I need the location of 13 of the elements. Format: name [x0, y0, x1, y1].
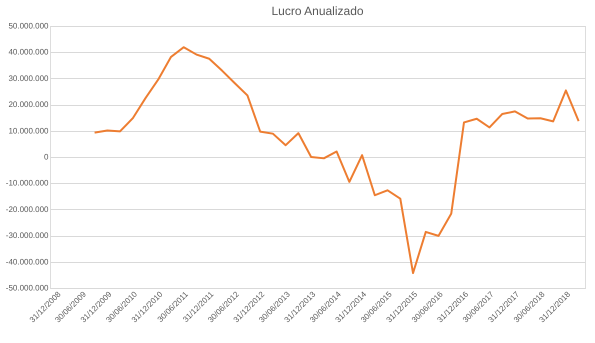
chart-title: Lucro Anualizado: [271, 4, 364, 18]
line-series: [94, 46, 580, 274]
y-tick-label: -10.000.000: [6, 178, 50, 188]
y-tick-label: -40.000.000: [6, 257, 50, 266]
y-tick-label: -20.000.000: [6, 204, 50, 214]
y-tick-label: 30.000.000: [8, 74, 50, 83]
y-tick-label: 50.000.000: [8, 22, 50, 30]
y-tick-label: -30.000.000: [6, 231, 50, 240]
y-tick-label: 10.000.000: [8, 126, 50, 136]
y-tick-label: 20.000.000: [8, 100, 50, 110]
y-tick-label: -50.000.000: [6, 284, 50, 292]
y-tick-label: 0: [44, 152, 50, 162]
y-tick-label: 40.000.000: [8, 48, 50, 57]
